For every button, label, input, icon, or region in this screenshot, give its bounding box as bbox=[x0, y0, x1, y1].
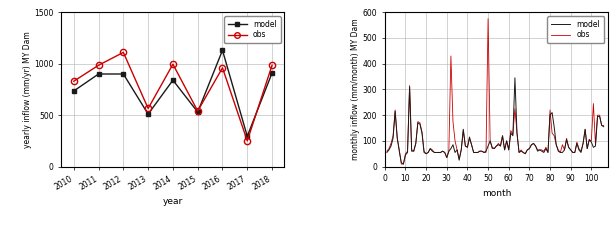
model bbox=[389, 137, 397, 140]
obs bbox=[219, 66, 226, 69]
model bbox=[169, 79, 177, 82]
model bbox=[511, 76, 519, 79]
obs bbox=[528, 143, 535, 146]
obs bbox=[268, 64, 276, 67]
model bbox=[219, 49, 226, 52]
Line: obs: obs bbox=[387, 19, 604, 164]
obs bbox=[484, 17, 492, 20]
Legend: model, obs: model, obs bbox=[548, 16, 604, 43]
obs bbox=[169, 63, 177, 66]
model bbox=[120, 73, 127, 75]
model bbox=[95, 73, 103, 75]
obs bbox=[95, 64, 103, 67]
obs bbox=[513, 132, 521, 135]
model bbox=[536, 148, 543, 151]
model bbox=[383, 151, 391, 154]
model bbox=[244, 135, 251, 138]
model bbox=[528, 143, 535, 146]
Y-axis label: yearly inflow (mm/yr) MY Dam: yearly inflow (mm/yr) MY Dam bbox=[23, 31, 31, 148]
model bbox=[70, 89, 77, 92]
obs bbox=[194, 110, 201, 112]
model bbox=[515, 151, 523, 154]
X-axis label: year: year bbox=[163, 197, 183, 206]
obs bbox=[120, 51, 127, 54]
obs bbox=[515, 151, 523, 154]
X-axis label: month: month bbox=[481, 189, 511, 198]
model bbox=[513, 132, 521, 135]
obs bbox=[575, 147, 583, 150]
obs bbox=[144, 107, 152, 110]
obs bbox=[600, 124, 607, 127]
Line: obs: obs bbox=[71, 49, 275, 144]
obs bbox=[70, 80, 77, 83]
obs bbox=[398, 163, 405, 166]
obs bbox=[383, 150, 391, 153]
model bbox=[144, 113, 152, 116]
model bbox=[194, 110, 201, 113]
model bbox=[400, 163, 407, 166]
Legend: model, obs: model, obs bbox=[224, 16, 281, 43]
obs bbox=[536, 148, 543, 151]
model bbox=[268, 72, 276, 74]
obs bbox=[389, 134, 397, 137]
Line: model: model bbox=[387, 78, 604, 164]
model bbox=[600, 125, 607, 128]
obs bbox=[244, 139, 251, 142]
Line: model: model bbox=[71, 48, 274, 139]
Y-axis label: monthly inflow (mm/month) MY Dam: monthly inflow (mm/month) MY Dam bbox=[351, 19, 360, 160]
model bbox=[575, 148, 583, 151]
